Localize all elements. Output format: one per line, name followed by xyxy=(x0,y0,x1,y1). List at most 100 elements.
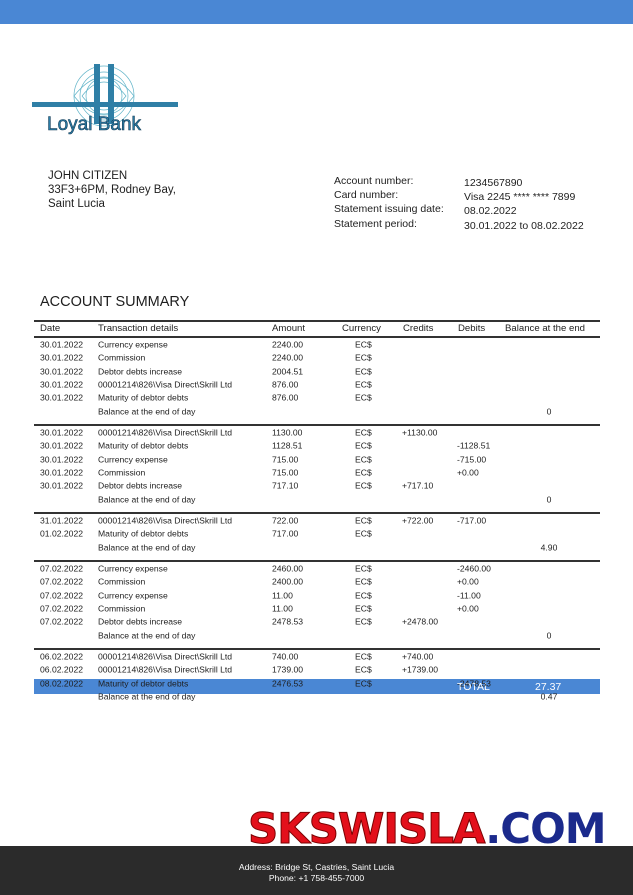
cell-amount: 876.00 xyxy=(272,392,299,403)
column-header: Credits xyxy=(403,323,434,335)
cell-details: Debtor debts increase xyxy=(98,366,183,377)
cell-currency: EC$ xyxy=(355,563,372,574)
info-label: Statement period: xyxy=(334,217,417,230)
cell-details: Currency expense xyxy=(98,590,168,601)
cell-credit: +1130.00 xyxy=(402,427,438,438)
cell-details: Currency expense xyxy=(98,339,168,350)
cell-date: 06.02.2022 xyxy=(40,651,84,662)
balance-value: 0 xyxy=(546,494,552,505)
total-label: TOTAL xyxy=(457,681,490,693)
cell-date: 08.02.2022 xyxy=(40,678,84,689)
cell-debit: -11.00 xyxy=(457,590,481,601)
cell-details: Currency expense xyxy=(98,563,168,574)
cell-date: 30.01.2022 xyxy=(40,339,84,350)
cell-currency: EC$ xyxy=(355,454,372,465)
cell-currency: EC$ xyxy=(355,366,372,377)
rule xyxy=(34,336,600,338)
cell-amount: 2004.51 xyxy=(272,366,304,377)
cell-currency: EC$ xyxy=(355,441,372,451)
balance-value: 0.47 xyxy=(540,691,558,702)
cell-date: 30.01.2022 xyxy=(40,379,84,390)
cell-date: 30.01.2022 xyxy=(40,480,84,491)
info-value: 30.01.2022 to 08.02.2022 xyxy=(464,219,584,232)
cell-amount: 876.00 xyxy=(272,379,299,390)
cell-details: 00001214\826\Visa Direct\Skrill Ltd xyxy=(98,665,233,676)
cell-currency: EC$ xyxy=(355,379,372,390)
cell-date: 30.01.2022 xyxy=(40,441,84,451)
total-value: 27.37 xyxy=(535,681,562,693)
customer-address: 33F3+6PM, Rodney Bay, xyxy=(48,184,176,196)
cell-date: 07.02.2022 xyxy=(40,603,84,614)
section-title: ACCOUNT SUMMARY xyxy=(40,294,190,310)
cell-currency: EC$ xyxy=(355,665,372,676)
cell-date: 30.01.2022 xyxy=(40,366,84,377)
balance-label: Balance at the end of day xyxy=(98,406,196,417)
customer-name: JOHN CITIZEN xyxy=(48,170,128,182)
cell-details: Maturity of debtor debts xyxy=(98,529,189,539)
watermark-main: SKSWISLA xyxy=(247,804,486,853)
cell-date: 07.02.2022 xyxy=(40,590,84,601)
logo-text: Loyal Bank xyxy=(47,114,142,135)
balance-label: Balance at the end of day xyxy=(98,542,196,553)
info-label: Account number: xyxy=(334,174,414,187)
cell-currency: EC$ xyxy=(355,480,372,491)
cell-amount: 717.10 xyxy=(272,480,299,491)
cell-amount: 2476.53 xyxy=(272,678,304,689)
cell-credit: +722.00 xyxy=(402,515,434,526)
cell-currency: EC$ xyxy=(355,515,372,526)
info-label: Statement issuing date: xyxy=(334,203,444,216)
rule xyxy=(34,424,600,426)
logo: Loyal Bank xyxy=(32,64,178,135)
cell-details: 00001214\826\Visa Direct\Skrill Ltd xyxy=(98,427,233,438)
cell-debit: -715.00 xyxy=(457,454,487,465)
cell-amount: 2400.00 xyxy=(272,577,304,588)
watermark-suffix: .COM xyxy=(485,804,606,853)
watermark: SKSWISLA.COM xyxy=(247,807,606,850)
info-value: 1234567890 xyxy=(464,176,523,189)
cell-currency: EC$ xyxy=(355,427,372,438)
column-header: Amount xyxy=(272,323,306,335)
cell-credit: +717.10 xyxy=(402,480,434,491)
cell-debit: +0.00 xyxy=(457,603,479,614)
footer xyxy=(0,846,633,895)
cell-details: Debtor debts increase xyxy=(98,480,183,491)
cell-currency: EC$ xyxy=(355,577,372,588)
cell-details: Debtor debts increase xyxy=(98,617,183,627)
cell-amount: 722.00 xyxy=(272,515,299,526)
cell-amount: 2240.00 xyxy=(272,353,304,363)
cell-debit: -2460.00 xyxy=(457,563,491,574)
cell-details: Commission xyxy=(98,467,146,478)
customer-address: Saint Lucia xyxy=(48,198,105,210)
total-bar xyxy=(34,679,600,694)
footer-phone: Phone: +1 758-455-7000 xyxy=(268,873,365,883)
cell-details: Commission xyxy=(98,577,146,588)
rule xyxy=(34,512,600,514)
top-bar xyxy=(0,0,633,24)
cell-debit: -1128.51 xyxy=(457,441,491,451)
cell-currency: EC$ xyxy=(355,529,372,539)
cell-amount: 715.00 xyxy=(272,467,299,478)
cell-date: 30.01.2022 xyxy=(40,467,84,478)
info-value: 08.02.2022 xyxy=(464,205,517,218)
cell-currency: EC$ xyxy=(355,467,372,478)
cell-details: Currency expense xyxy=(98,454,168,465)
cell-debit: +0.00 xyxy=(457,577,479,588)
cell-debit: +0.00 xyxy=(457,467,479,478)
cell-details: 00001214\826\Visa Direct\Skrill Ltd xyxy=(98,515,233,526)
rule xyxy=(34,560,600,563)
cell-date: 31.01.2022 xyxy=(40,515,84,526)
cell-date: 07.02.2022 xyxy=(40,577,84,588)
info-value: Visa 2245 **** **** 7899 xyxy=(464,190,576,203)
cell-credit: +740.00 xyxy=(402,651,434,662)
cell-debit: -717.00 xyxy=(457,515,487,526)
cell-currency: EC$ xyxy=(355,392,372,403)
balance-label: Balance at the end of day xyxy=(98,630,196,641)
cell-details: 00001214\826\Visa Direct\Skrill Ltd xyxy=(98,651,233,662)
cell-amount: 1130.00 xyxy=(272,427,303,438)
cell-currency: EC$ xyxy=(355,353,372,363)
cell-details: Commission xyxy=(98,603,146,614)
cell-date: 30.01.2022 xyxy=(40,454,84,465)
cell-amount: 11.00 xyxy=(272,603,293,614)
cell-credit: +1739.00 xyxy=(402,665,439,676)
